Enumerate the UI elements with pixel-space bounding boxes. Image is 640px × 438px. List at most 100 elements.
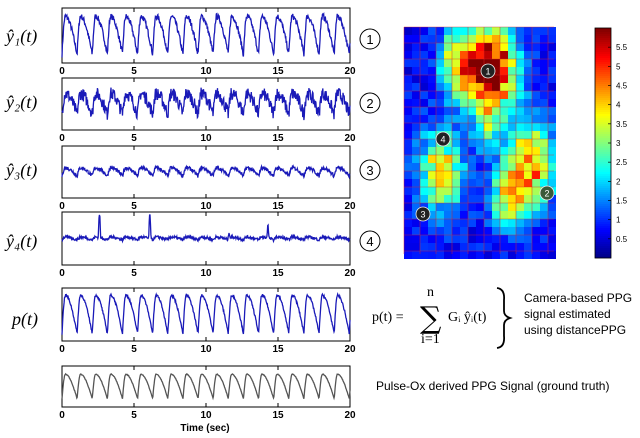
colorbar-band [595,36,611,39]
heat-cell [436,187,444,195]
heat-cell [436,115,444,123]
heat-cell [524,107,532,115]
heat-cell [404,51,412,59]
heat-cell [412,235,420,243]
heat-cell [524,35,532,43]
heat-cell [508,139,516,147]
heat-cell [428,187,436,195]
heat-cell [452,163,460,171]
heatmap-marker-1: 1 [480,63,496,79]
heat-cell [412,35,420,43]
colorbar-band [595,98,611,101]
heat-cell [484,131,492,139]
heat-cell [532,67,540,75]
heat-cell [476,155,484,163]
colorbar-band [595,114,611,117]
heat-cell [444,203,452,211]
colorbar-band [595,104,611,107]
heat-cell [452,123,460,131]
heat-cell [420,219,428,227]
heat-cell [484,187,492,195]
heat-cell [492,179,500,187]
heat-cell [428,35,436,43]
heat-cell [540,171,548,179]
heat-cell [460,195,468,203]
colorbar-band [595,202,611,205]
heat-cell [524,131,532,139]
heat-cell [508,203,516,211]
signal-panel-2: 0 5 10 15 20 [59,77,356,144]
heat-cell [452,51,460,59]
colorbar-band [595,186,611,189]
heat-cell [532,163,540,171]
colorbar-band [595,78,611,81]
heat-cell [516,179,524,187]
heat-cell [412,107,420,115]
heatmap-marker-4: 4 [435,131,451,147]
circle-marker-1: 1 [359,28,381,50]
heat-cell [476,67,484,75]
heat-cell [548,179,556,187]
x-tick-label: 10 [200,201,212,212]
colorbar-band [595,92,611,95]
heat-cell [452,211,460,219]
heat-cell [500,27,508,35]
heat-cell [468,235,476,243]
heat-cell [460,99,468,107]
signal-line [61,372,351,401]
heat-cell [508,91,516,99]
heat-cell [412,67,420,75]
heatmap-marker-3: 3 [415,206,431,222]
colorbar-band [595,130,611,133]
colorbar-band [595,154,611,157]
heat-cell [436,251,444,259]
heat-cell [428,139,436,147]
heat-cell [460,131,468,139]
heat-cell [420,243,428,251]
heat-cell [484,163,492,171]
x-tick-label: 0 [59,268,65,279]
heat-cell [508,155,516,163]
heat-cell [444,179,452,187]
heat-cell [476,91,484,99]
heat-cell [436,163,444,171]
heat-cell [436,83,444,91]
heat-cell [524,163,532,171]
heat-cell [484,35,492,43]
heat-cell [428,115,436,123]
colorbar-band [595,184,611,187]
colorbar-band [595,208,611,211]
heat-cell [404,179,412,187]
heat-cell [436,75,444,83]
heat-cell [452,139,460,147]
heat-cell [404,75,412,83]
colorbar: 5.5 5 4.5 4 3.5 3 2.5 2 1.5 1 0.5 [594,27,628,259]
heat-cell [404,83,412,91]
heat-cell [532,171,540,179]
heat-cell [508,131,516,139]
heat-cell [412,43,420,51]
heat-cell [452,35,460,43]
heat-cell [444,115,452,123]
heat-cell [548,139,556,147]
heat-cell [532,251,540,259]
colorbar-band [595,156,611,159]
heat-cell [500,147,508,155]
heat-cell [492,115,500,123]
heat-cell [404,139,412,147]
heat-cell [436,91,444,99]
colorbar-band [595,228,611,231]
colorbar-band [595,44,611,47]
heat-cell [404,163,412,171]
colorbar-band [595,222,611,225]
heat-cell [484,251,492,259]
heat-cell [540,27,548,35]
heat-cell [468,107,476,115]
heat-cell [468,27,476,35]
heat-cell [508,35,516,43]
heat-cell [412,243,420,251]
heat-cell [524,235,532,243]
heat-cell [412,227,420,235]
heat-cell [532,35,540,43]
heat-cell [412,219,420,227]
